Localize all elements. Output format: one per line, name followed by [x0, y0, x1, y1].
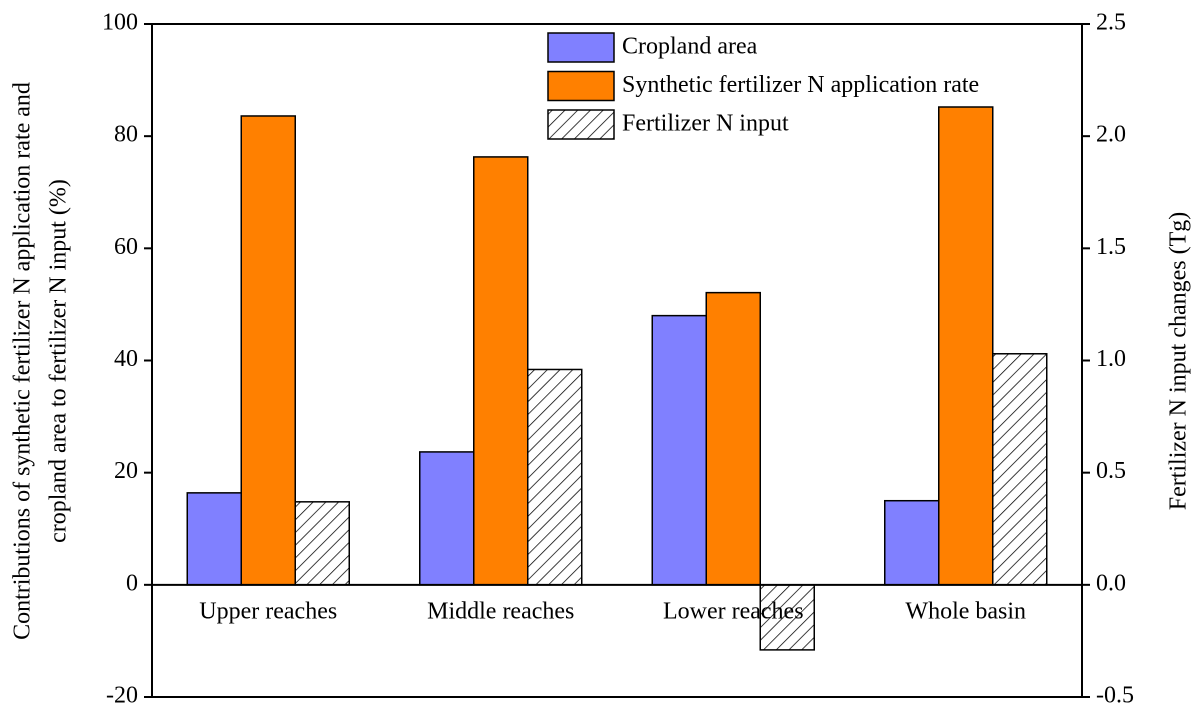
- y-tick-label: 60: [114, 234, 138, 260]
- legend-swatch: [547, 109, 615, 140]
- bar: [294, 501, 350, 586]
- y-tick-label: 40: [114, 346, 138, 372]
- y2-tick-label: -0.5: [1096, 683, 1134, 709]
- y-axis-label: cropland area to fertilizer N input (%): [46, 179, 72, 543]
- y2-tick-label: 2.0: [1096, 122, 1126, 148]
- bar: [884, 499, 940, 586]
- y-axis-label: Contributions of synthetic fertilizer N …: [10, 82, 36, 640]
- legend-label: Fertilizer N input: [622, 111, 789, 137]
- x-tick-label: Lower reaches: [663, 598, 804, 624]
- bar: [759, 584, 815, 651]
- y-tick-label: 100: [102, 10, 138, 36]
- y-tick-label: 80: [114, 122, 138, 148]
- y-tick-label: -20: [106, 683, 138, 709]
- bar: [240, 115, 296, 586]
- y2-tick-label: 1.0: [1096, 346, 1126, 372]
- bar: [705, 291, 761, 586]
- x-tick-label: Upper reaches: [199, 598, 337, 624]
- y2-tick-label: 1.5: [1096, 234, 1126, 260]
- bar: [992, 353, 1048, 586]
- y-tick-label: 20: [114, 458, 138, 484]
- bar: [186, 492, 242, 586]
- bar: [473, 156, 529, 586]
- bar: [419, 451, 475, 586]
- bar: [938, 106, 994, 586]
- y2-axis-label: Fertilizer N input changes (Tg): [1166, 212, 1192, 511]
- legend-swatch: [547, 32, 615, 63]
- bar: [651, 314, 707, 586]
- bar: [527, 368, 583, 586]
- legend-label: Synthetic fertilizer N application rate: [622, 72, 979, 98]
- x-tick-label: Whole basin: [905, 598, 1026, 624]
- y2-tick-label: 2.5: [1096, 10, 1126, 36]
- plot-frame: [151, 23, 1083, 698]
- y2-tick-label: 0.5: [1096, 458, 1126, 484]
- x-tick-label: Middle reaches: [427, 598, 574, 624]
- legend-swatch: [547, 70, 615, 102]
- legend-label: Cropland area: [622, 34, 758, 60]
- y2-tick-label: 0.0: [1096, 570, 1126, 596]
- y-tick-label: 0: [126, 570, 138, 596]
